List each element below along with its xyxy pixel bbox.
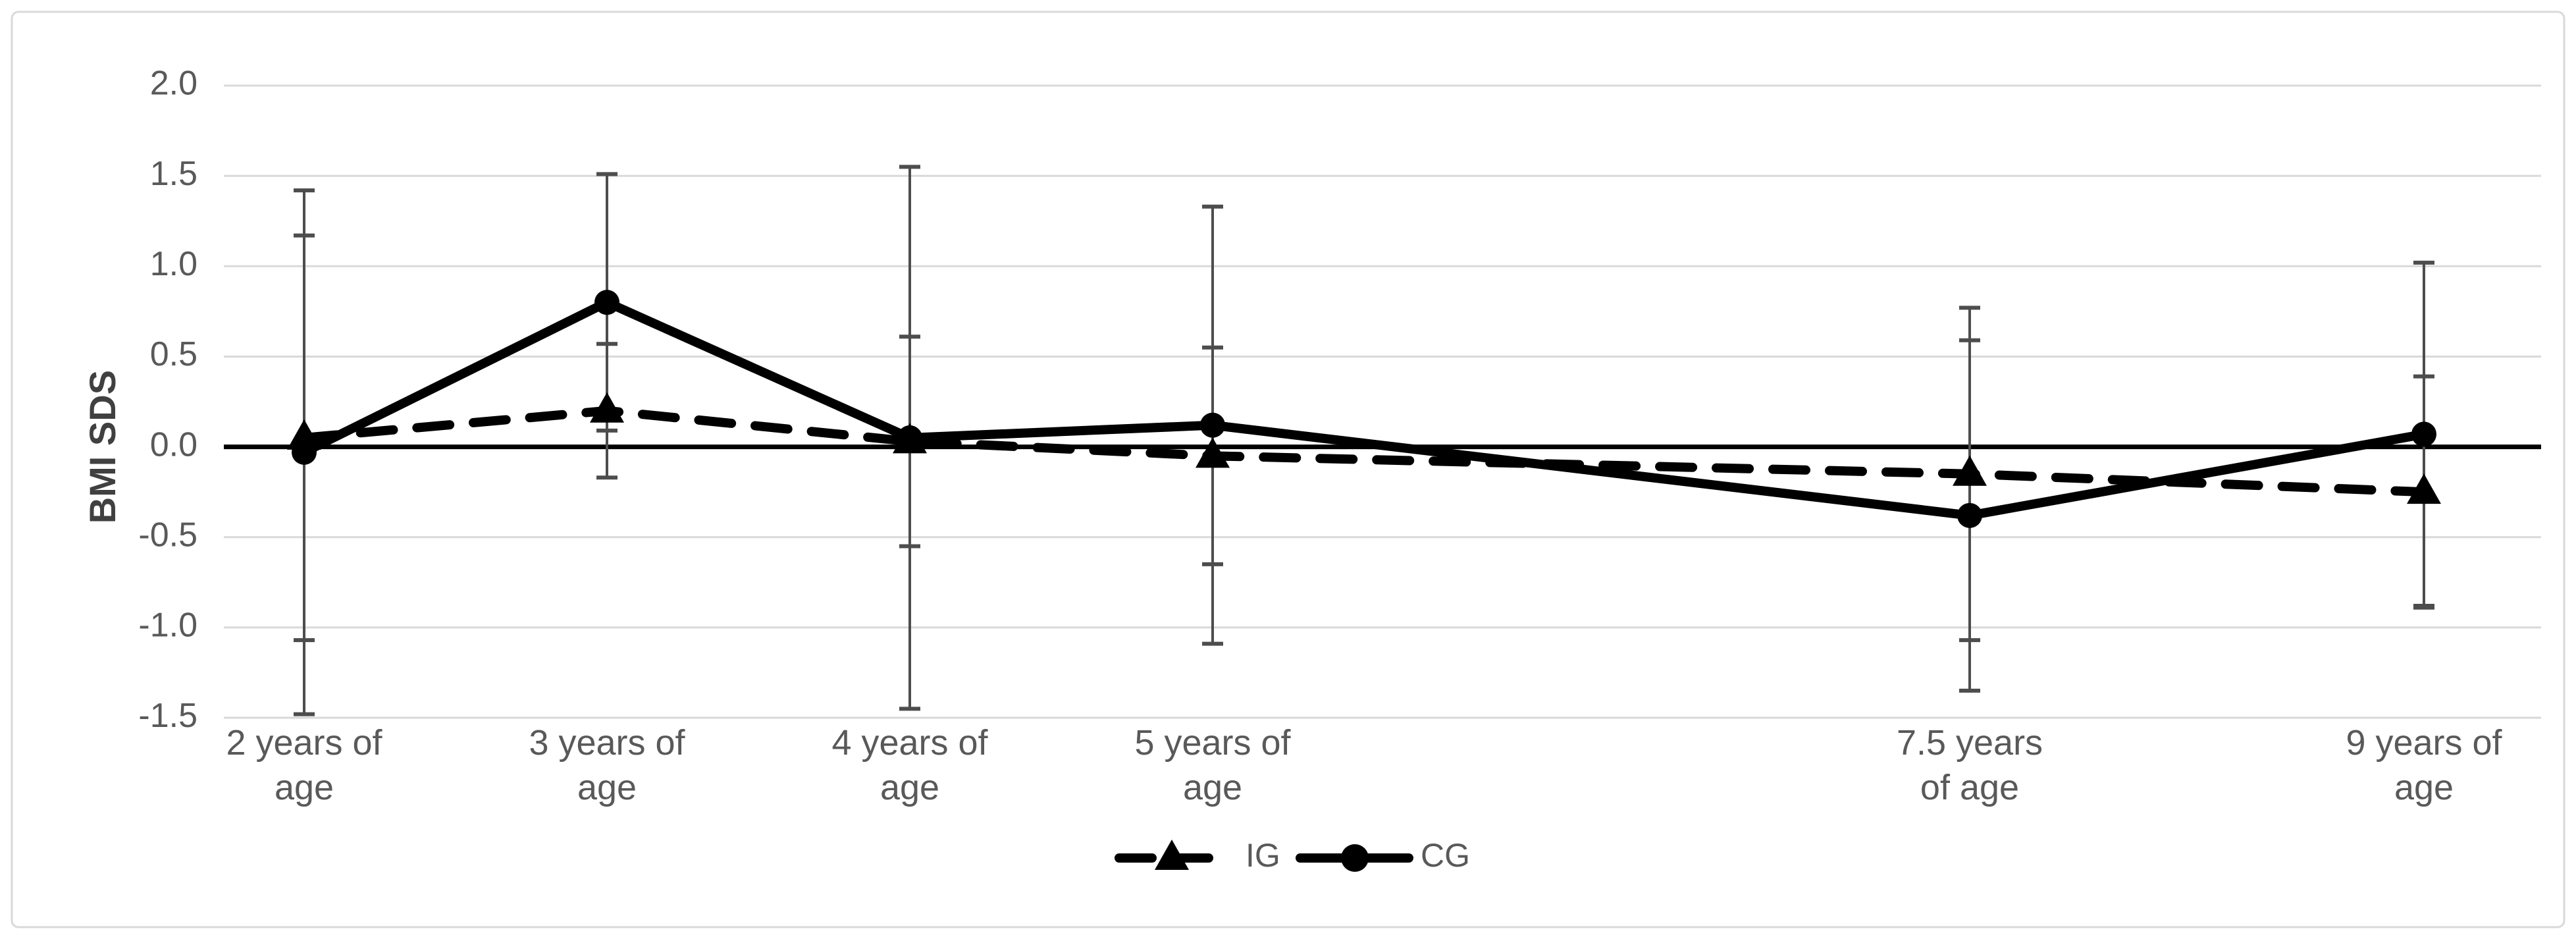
x-category-label-line2: of age <box>1920 768 2019 807</box>
x-category-label-line1: 9 years of <box>2346 723 2502 763</box>
ig-marker <box>2407 473 2441 504</box>
x-category-label-line1: 7.5 years <box>1897 723 2043 763</box>
x-category-label-line1: 5 years of <box>1134 723 1291 763</box>
legend-cg-circle-marker <box>1341 844 1369 872</box>
y-tick-label: -0.5 <box>138 516 197 554</box>
cg-marker <box>594 290 619 315</box>
y-tick-label: 0.5 <box>150 335 197 373</box>
y-tick-label: -1.0 <box>138 606 197 645</box>
cg-marker <box>1200 412 1225 438</box>
y-tick-label: 1.0 <box>150 245 197 283</box>
cg-marker <box>2411 421 2436 447</box>
y-axis-title: BMI SDS <box>82 370 123 523</box>
ig-marker <box>1953 455 1987 486</box>
cg-marker <box>897 425 922 450</box>
x-category-label-line2: age <box>1183 768 1242 807</box>
figure-border <box>11 11 2565 928</box>
y-tick-label: 2.0 <box>150 65 197 103</box>
x-category-label-line2: age <box>275 768 334 807</box>
x-category-label-line1: 3 years of <box>529 723 685 763</box>
ig-marker <box>287 419 321 450</box>
cg-line <box>300 298 2429 520</box>
x-category-label-line1: 2 years of <box>226 723 382 763</box>
x-category-label-line2: age <box>577 768 637 807</box>
ig-line <box>300 406 2429 497</box>
legend: IG CG <box>1115 837 1470 874</box>
cg-marker <box>292 439 317 465</box>
ig-marker <box>1196 437 1230 468</box>
x-category-label-line2: age <box>2394 768 2454 807</box>
cg-marker <box>1957 502 1982 528</box>
legend-ig-triangle-marker <box>1155 840 1189 870</box>
ig-marker <box>590 392 624 423</box>
legend-ig-label: IG <box>1246 837 1280 874</box>
y-tick-label: 1.5 <box>150 155 197 193</box>
y-tick-label: 0.0 <box>150 425 197 464</box>
x-category-label-line2: age <box>880 768 939 807</box>
x-category-label-line1: 4 years of <box>831 723 988 763</box>
legend-cg-label: CG <box>1421 837 1470 874</box>
y-tick-label: -1.5 <box>138 697 197 735</box>
